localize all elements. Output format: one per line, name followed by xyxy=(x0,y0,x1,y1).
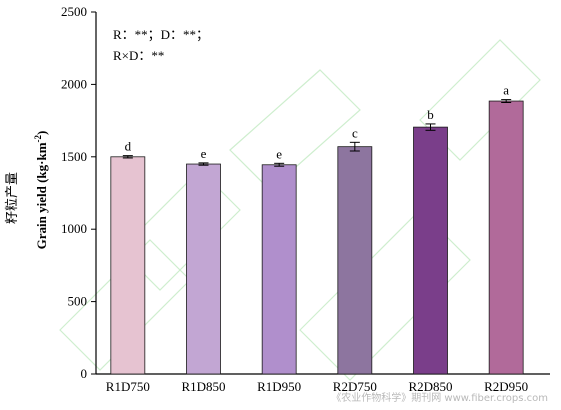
y-tick-label: 2000 xyxy=(61,76,87,91)
bar-R2D850 xyxy=(413,126,448,375)
x-tick-label-R1D750: R1D750 xyxy=(106,379,150,394)
significance-letter-R2D950: a xyxy=(503,83,509,98)
bar-R2D750 xyxy=(337,146,373,375)
significance-letter-R1D950: e xyxy=(276,146,282,161)
significance-letter-R1D850: e xyxy=(201,146,207,161)
bar-R2D950 xyxy=(488,100,524,375)
y-axis-ticks: 0 500 1000 1500 2000 2500 xyxy=(61,4,96,381)
x-tick-label-R2D850: R2D850 xyxy=(408,379,452,394)
y-axis-label-chinese: 籽粒产量 xyxy=(4,172,19,224)
y-axis-label-superscript: -2 xyxy=(33,134,43,142)
significance-annotation-line-2: R×D：** xyxy=(113,48,164,63)
significance-letter-R1D750: d xyxy=(125,139,132,154)
y-axis-label-main: Grain yield (kg·km xyxy=(34,142,49,249)
y-tick-label: 1000 xyxy=(61,221,87,236)
x-tick-label-R1D850: R1D850 xyxy=(181,379,225,394)
significance-letter-R2D850: b xyxy=(427,107,434,122)
watermark-text: 《农业作物科学》期刊网 www.fiber.crops.com xyxy=(331,391,548,404)
y-axis-label: Grain yield (kg·km-2) xyxy=(33,131,49,250)
y-tick-label: 1500 xyxy=(61,149,87,164)
significance-annotation-line-1: R：**；D：**； xyxy=(113,27,209,43)
x-tick-label-R1D950: R1D950 xyxy=(257,379,301,394)
y-tick-label: 0 xyxy=(81,366,88,381)
x-axis-labels: R1D750 R1D850 R1D950 R2D750 R2D850 R2D950 xyxy=(106,379,528,394)
bar-R1D850 xyxy=(186,163,221,375)
bar-R1D950 xyxy=(261,164,297,375)
bar-R1D750 xyxy=(110,156,146,375)
y-axis-label-close: ) xyxy=(34,131,49,135)
x-tick-label-R2D750: R2D750 xyxy=(333,379,377,394)
y-tick-label: 2500 xyxy=(61,4,87,19)
y-tick-label: 500 xyxy=(68,294,88,309)
significance-letter-R2D750: c xyxy=(352,125,358,140)
x-tick-label-R2D950: R2D950 xyxy=(484,379,528,394)
bars-group: d e e c b a xyxy=(110,83,524,375)
